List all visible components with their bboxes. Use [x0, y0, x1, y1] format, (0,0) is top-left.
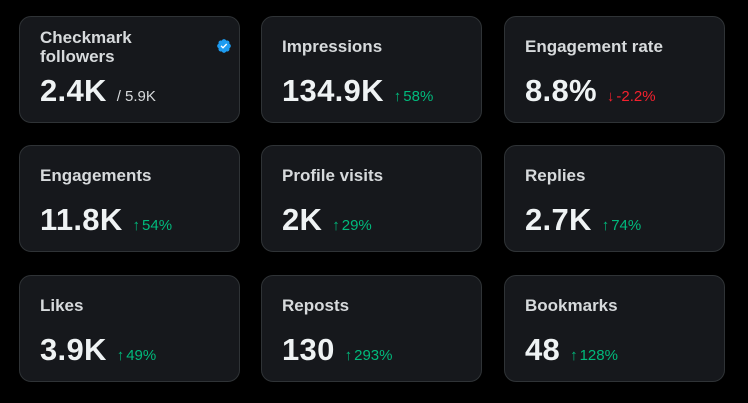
metric-value: 48 — [525, 332, 561, 367]
metric-value-row: 48 ↑ 128% — [525, 332, 618, 368]
metric-label: Engagement rate — [525, 37, 663, 56]
metric-label: Reposts — [282, 296, 350, 315]
arrow-up-icon: ↑ — [393, 88, 402, 105]
metric-change: ↑ 293% — [345, 347, 393, 364]
metric-value-row: 3.9K ↑ 49% — [40, 332, 156, 368]
metric-change-value: 74% — [611, 217, 642, 234]
metric-total: / 5.9K — [116, 88, 156, 105]
metric-label: Bookmarks — [525, 296, 618, 315]
metric-change-value: 293% — [354, 347, 393, 364]
metric-change-value: -2.2% — [616, 88, 656, 105]
metric-change-value: 49% — [126, 347, 157, 364]
metric-value: 11.8K — [40, 202, 123, 237]
metric-value: 2K — [282, 202, 323, 237]
metric-value: 130 — [282, 332, 335, 367]
metric-change-value: 128% — [579, 347, 618, 364]
metric-value: 8.8% — [525, 73, 597, 108]
metric-change-value: 29% — [341, 217, 372, 234]
metric-value-row: 2.4K / 5.9K — [40, 73, 156, 109]
metric-value-row: 2.7K ↑ 74% — [525, 202, 641, 238]
arrow-up-icon: ↑ — [116, 347, 125, 364]
metric-card-engagements[interactable]: Engagements 11.8K ↑ 54% — [19, 145, 240, 252]
metric-card-impressions[interactable]: Impressions 134.9K ↑ 58% — [261, 16, 482, 123]
metric-label: Engagements — [40, 166, 152, 185]
metric-value: 2.7K — [525, 202, 592, 237]
metric-label: Likes — [40, 296, 84, 315]
metric-value: 3.9K — [40, 332, 107, 367]
metric-label: Replies — [525, 166, 586, 185]
arrow-up-icon: ↑ — [132, 217, 141, 234]
metric-change: ↑ 128% — [570, 347, 618, 364]
metric-label: Profile visits — [282, 166, 384, 185]
verified-badge-icon — [217, 39, 231, 53]
metric-change-value: 54% — [142, 217, 173, 234]
metric-card-checkmark-followers[interactable]: Checkmark followers 2.4K / 5.9K — [19, 16, 240, 123]
metric-value-row: 8.8% ↓ -2.2% — [525, 73, 656, 109]
metric-change: ↑ 74% — [602, 217, 642, 234]
metric-card-likes[interactable]: Likes 3.9K ↑ 49% — [19, 275, 240, 382]
arrow-up-icon: ↑ — [601, 217, 610, 234]
arrow-up-icon: ↑ — [332, 217, 340, 234]
arrow-down-icon: ↓ — [606, 88, 615, 105]
metric-value: 134.9K — [282, 73, 384, 108]
metric-value-row: 11.8K ↑ 54% — [40, 202, 172, 238]
arrow-up-icon: ↑ — [344, 347, 353, 364]
metric-card-engagement-rate[interactable]: Engagement rate 8.8% ↓ -2.2% — [504, 16, 725, 123]
metric-label: Checkmark followers — [40, 28, 132, 66]
metric-label: Impressions — [282, 37, 383, 56]
metric-value-row: 130 ↑ 293% — [282, 332, 393, 368]
metric-value-row: 2K ↑ 29% — [282, 202, 372, 238]
metric-change: ↑ 49% — [117, 347, 157, 364]
metric-value: 2.4K — [40, 73, 107, 108]
metric-card-profile-visits[interactable]: Profile visits 2K ↑ 29% — [261, 145, 482, 252]
metric-change: ↑ 58% — [394, 88, 434, 105]
metric-card-bookmarks[interactable]: Bookmarks 48 ↑ 128% — [504, 275, 725, 382]
metric-change: ↓ -2.2% — [607, 88, 656, 105]
metric-change: ↑ 54% — [133, 217, 173, 234]
metric-card-replies[interactable]: Replies 2.7K ↑ 74% — [504, 145, 725, 252]
metric-change: ↑ 29% — [332, 217, 372, 234]
metric-change-value: 58% — [403, 88, 434, 105]
metric-value-row: 134.9K ↑ 58% — [282, 73, 433, 109]
arrow-up-icon: ↑ — [570, 347, 578, 364]
metric-card-reposts[interactable]: Reposts 130 ↑ 293% — [261, 275, 482, 382]
